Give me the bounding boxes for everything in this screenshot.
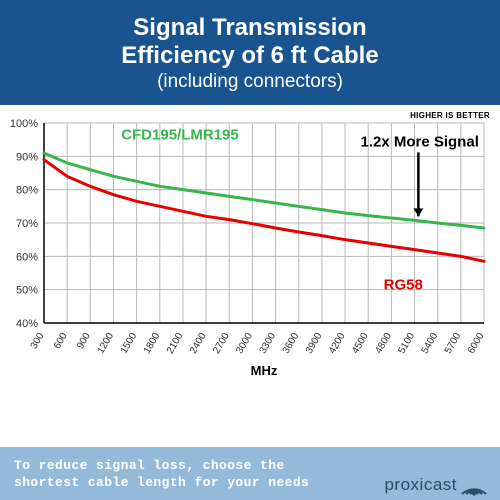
svg-text:3600: 3600	[281, 331, 302, 356]
subtitle: (including connectors)	[10, 71, 490, 93]
svg-text:4500: 4500	[350, 331, 371, 356]
svg-text:1200: 1200	[95, 331, 116, 356]
svg-text:1.2x More Signal: 1.2x More Signal	[360, 134, 478, 151]
svg-text:3300: 3300	[258, 331, 279, 356]
brand-name: proxicast	[384, 475, 457, 495]
svg-text:900: 900	[75, 331, 93, 351]
svg-text:50%: 50%	[16, 285, 38, 297]
svg-text:6000: 6000	[466, 331, 487, 356]
line-chart: 40%50%60%70%80%90%100%300600900120015001…	[0, 105, 500, 405]
svg-text:2400: 2400	[188, 331, 209, 356]
title-line-2: Efficiency of 6 ft Cable	[10, 42, 490, 70]
svg-text:2700: 2700	[211, 331, 232, 356]
svg-text:600: 600	[52, 331, 70, 351]
svg-text:3900: 3900	[304, 331, 325, 356]
svg-text:4800: 4800	[373, 331, 394, 356]
footer-bar: To reduce signal loss, choose the shorte…	[0, 447, 500, 500]
brand-logo: proxicast	[384, 474, 488, 496]
svg-text:40%: 40%	[16, 318, 38, 330]
svg-text:300: 300	[29, 331, 47, 351]
svg-text:60%: 60%	[16, 252, 38, 264]
wifi-icon	[460, 474, 488, 496]
svg-text:3000: 3000	[234, 331, 255, 356]
svg-text:5700: 5700	[443, 331, 464, 356]
svg-text:5100: 5100	[396, 331, 417, 356]
chart-header: Signal Transmission Efficiency of 6 ft C…	[0, 0, 500, 105]
svg-text:80%: 80%	[16, 185, 38, 197]
svg-text:90%: 90%	[16, 152, 38, 164]
higher-is-better-label: HIGHER IS BETTER	[410, 111, 490, 120]
footer-text-1: To reduce signal loss, choose the	[14, 457, 486, 475]
svg-text:100%: 100%	[10, 118, 38, 130]
svg-text:2100: 2100	[165, 331, 186, 356]
svg-text:4200: 4200	[327, 331, 348, 356]
title-line-1: Signal Transmission	[10, 14, 490, 42]
svg-text:MHz: MHz	[251, 363, 278, 378]
svg-text:CFD195/LMR195: CFD195/LMR195	[121, 127, 239, 144]
svg-text:1500: 1500	[119, 331, 140, 356]
svg-text:5400: 5400	[420, 331, 441, 356]
svg-text:1800: 1800	[142, 331, 163, 356]
chart-area: HIGHER IS BETTER 40% 50% 60% 70% 80% 90% 100% 3…	[0, 105, 500, 405]
svg-text:70%: 70%	[16, 218, 38, 230]
svg-text:RG58: RG58	[384, 277, 423, 294]
